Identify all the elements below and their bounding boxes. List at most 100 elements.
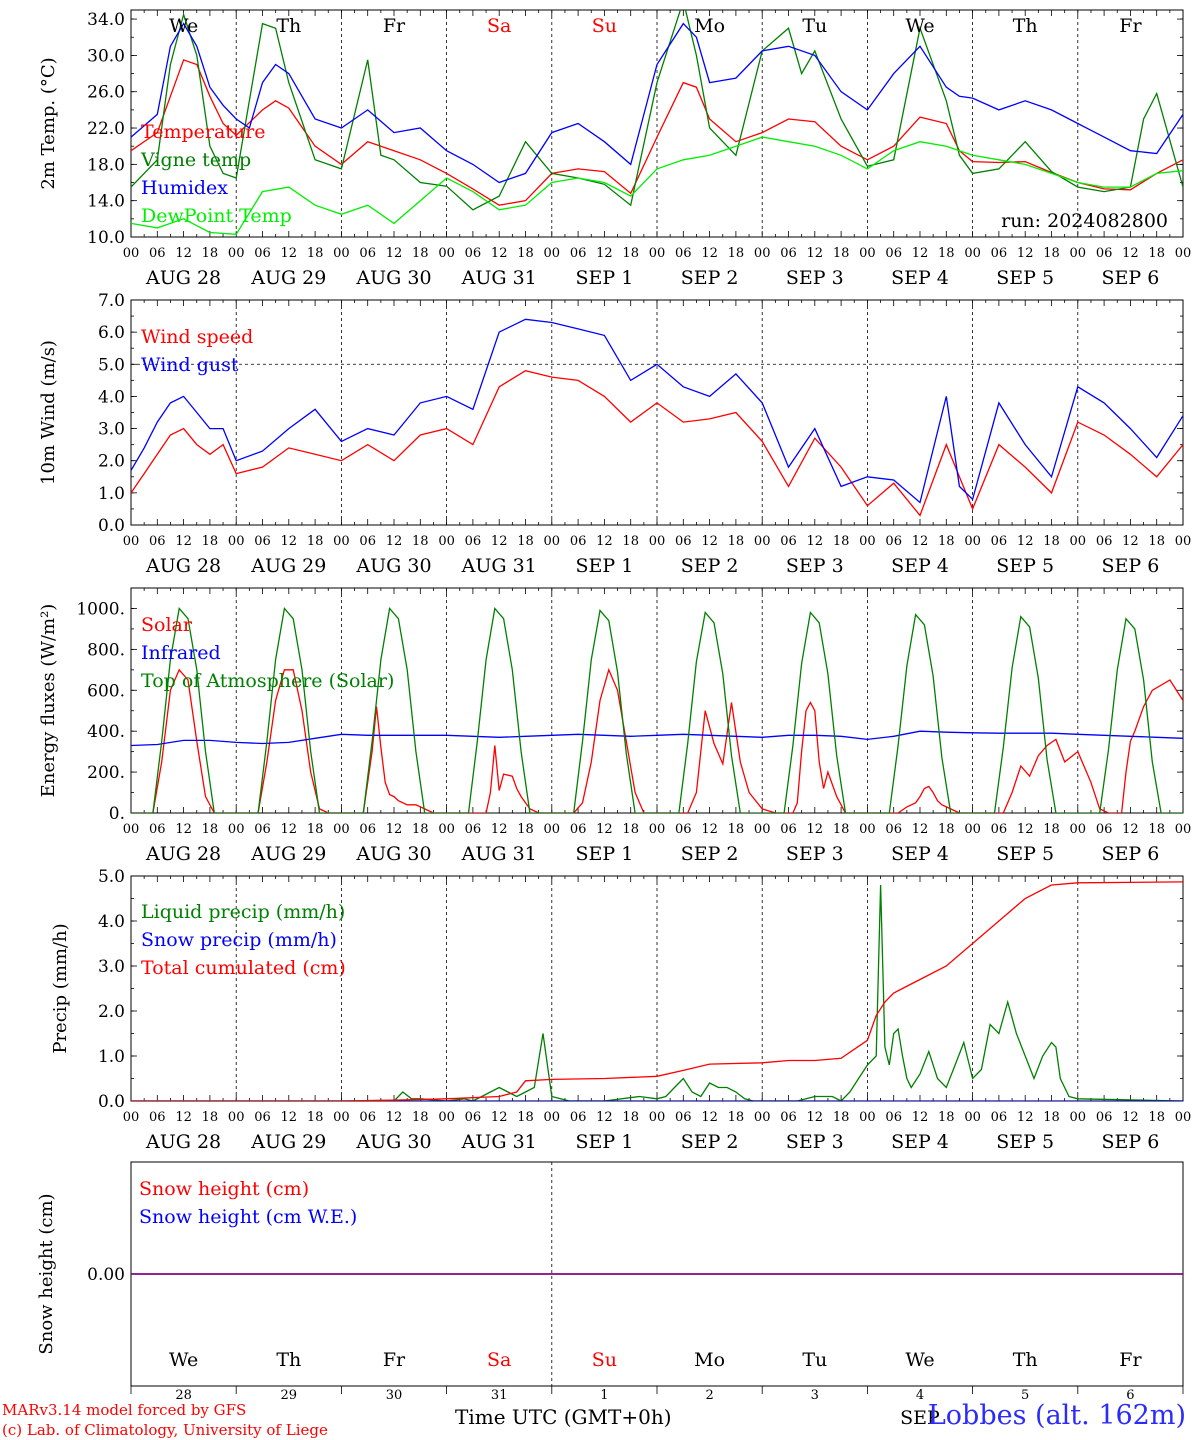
hour-label: 06	[675, 534, 692, 549]
date-label: SEP 4	[891, 843, 949, 865]
day-name-label: Mo	[694, 15, 725, 37]
hour-label: 00	[754, 246, 771, 261]
model-credit: MARv3.14 model forced by GFS (c) Lab. of…	[2, 1400, 328, 1440]
panel-temperature: 10.0 14.0 18.0 22.0 26.0 30.0 34.0 2m Temp. (°C…	[38, 9, 1191, 289]
date-label: SEP 6	[1101, 267, 1159, 289]
y-tick-label: 7.0	[98, 291, 125, 311]
series-dewpoint-temp	[131, 136, 1183, 235]
series-solar	[131, 667, 1183, 813]
date-label: SEP 4	[891, 1131, 949, 1153]
series-wind-gust	[131, 318, 1183, 504]
legend-entry: Liquid precip (mm/h)	[141, 901, 345, 923]
hour-label: 06	[675, 246, 692, 261]
hour-label: 06	[780, 534, 797, 549]
y-tick-label: 4.0	[98, 387, 125, 407]
hour-label: 12	[807, 1110, 824, 1125]
hour-label: 18	[202, 534, 219, 549]
hour-label: 00	[1070, 246, 1087, 261]
hour-label: 12	[386, 246, 403, 261]
hour-label: 00	[649, 246, 666, 261]
date-label: AUG 28	[145, 843, 221, 865]
hour-label: 00	[333, 1110, 350, 1125]
hour-label: 00	[1175, 822, 1192, 837]
hour-label: 12	[1017, 822, 1034, 837]
y-tick-label: 14.0	[87, 192, 125, 212]
y-tick-label: 3.0	[98, 957, 125, 977]
series-humidex	[131, 22, 1183, 184]
hour-label: 00	[964, 246, 981, 261]
hour-label: 00	[754, 822, 771, 837]
date-label: AUG 31	[461, 555, 537, 577]
series-temperature	[131, 59, 1183, 206]
day-name-label: Fr	[383, 15, 406, 37]
panel-energy: 0. 200. 400. 600. 800. 1000. Energy fluxes (W/…	[38, 587, 1192, 865]
y-tick-label: 3.0	[98, 420, 125, 440]
series-total-cumulated-cm-	[131, 881, 1183, 1101]
hour-label: 00	[228, 534, 245, 549]
hour-label: 12	[912, 1110, 929, 1125]
hour-label: 18	[517, 534, 534, 549]
hour-label: 06	[359, 1110, 376, 1125]
date-label: SEP 3	[786, 843, 844, 865]
date-label: SEP 3	[786, 555, 844, 577]
hour-label: 06	[570, 822, 587, 837]
hour-label: 18	[1043, 246, 1060, 261]
y-tick-label: 34.0	[87, 10, 125, 30]
date-label: SEP 4	[891, 555, 949, 577]
hour-label: 06	[885, 534, 902, 549]
y-tick-label: 30.0	[87, 46, 125, 66]
hour-label: 12	[386, 534, 403, 549]
hour-label: 18	[1043, 534, 1060, 549]
day-name-label: Su	[592, 1349, 617, 1371]
hour-label: 18	[307, 1110, 324, 1125]
hour-label: 00	[228, 1110, 245, 1125]
day-number-label: 30	[386, 1388, 403, 1403]
y-tick-label: 1000.	[76, 599, 125, 619]
y-tick-label: 18.0	[87, 155, 125, 175]
hour-label: 00	[333, 534, 350, 549]
day-number-label: 1	[600, 1388, 608, 1403]
hour-label: 12	[386, 1110, 403, 1125]
hour-label: 18	[1043, 822, 1060, 837]
hour-label: 18	[1148, 822, 1165, 837]
legend-entry: Humidex	[141, 177, 228, 199]
hour-label: 18	[517, 822, 534, 837]
hour-label: 12	[175, 822, 192, 837]
date-label: SEP 1	[575, 555, 633, 577]
day-name-label: Fr	[383, 1349, 406, 1371]
panel-wind: 0.0 1.0 2.0 3.0 4.0 5.0 6.0 7.0 10m Wind (m/s) Wi…	[38, 291, 1191, 577]
hour-label: 12	[596, 1110, 613, 1125]
hour-label: 18	[728, 246, 745, 261]
hour-label: 06	[1096, 1110, 1113, 1125]
hour-label: 00	[438, 1110, 455, 1125]
hour-label: 18	[833, 534, 850, 549]
date-label: SEP 6	[1101, 1131, 1159, 1153]
hour-label: 18	[622, 822, 639, 837]
hour-label: 12	[1017, 534, 1034, 549]
date-label: SEP 1	[575, 1131, 633, 1153]
y-tick-label: 5.0	[98, 355, 125, 375]
y-tick-label: 5.0	[98, 867, 125, 887]
hour-label: 12	[281, 1110, 298, 1125]
day-name-label: Th	[1013, 1349, 1038, 1371]
hour-label: 06	[991, 822, 1008, 837]
series-infrared	[131, 730, 1183, 747]
date-label: SEP 2	[681, 1131, 739, 1153]
hour-label: 12	[175, 1110, 192, 1125]
hour-label: 18	[938, 822, 955, 837]
hour-label: 12	[175, 246, 192, 261]
hour-label: 12	[491, 534, 508, 549]
day-name-label: We	[169, 1349, 198, 1371]
date-label: SEP 2	[681, 843, 739, 865]
hour-label: 12	[281, 534, 298, 549]
day-number-label: 29	[281, 1388, 298, 1403]
hour-label: 06	[885, 822, 902, 837]
day-name-label: Tu	[802, 1349, 827, 1371]
series-wind-speed	[131, 370, 1183, 517]
hour-label: 18	[202, 822, 219, 837]
day-number-label: 5	[1021, 1388, 1029, 1403]
y-tick-label: 10.0	[87, 228, 125, 248]
date-label: SEP 5	[996, 843, 1054, 865]
date-label: SEP 5	[996, 555, 1054, 577]
hour-label: 12	[596, 246, 613, 261]
